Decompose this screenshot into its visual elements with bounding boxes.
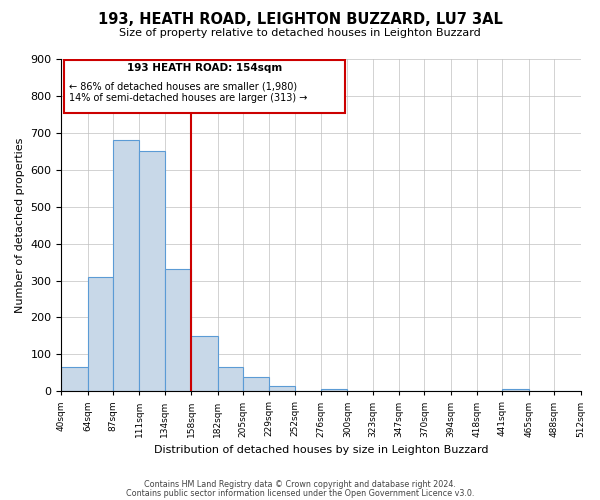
Bar [243, 377, 269, 392]
Bar [269, 386, 295, 392]
Text: Contains HM Land Registry data © Crown copyright and database right 2024.: Contains HM Land Registry data © Crown c… [144, 480, 456, 489]
FancyBboxPatch shape [64, 60, 345, 112]
Bar [502, 390, 529, 392]
X-axis label: Distribution of detached houses by size in Leighton Buzzard: Distribution of detached houses by size … [154, 445, 488, 455]
Text: 193, HEATH ROAD, LEIGHTON BUZZARD, LU7 3AL: 193, HEATH ROAD, LEIGHTON BUZZARD, LU7 3… [98, 12, 502, 28]
Bar [61, 368, 88, 392]
Text: Size of property relative to detached houses in Leighton Buzzard: Size of property relative to detached ho… [119, 28, 481, 38]
Text: 14% of semi-detached houses are larger (313) →: 14% of semi-detached houses are larger (… [69, 94, 307, 104]
Text: Contains public sector information licensed under the Open Government Licence v3: Contains public sector information licen… [126, 489, 474, 498]
Bar [165, 270, 191, 392]
Bar [139, 152, 165, 392]
Y-axis label: Number of detached properties: Number of detached properties [15, 138, 25, 313]
Bar [88, 277, 113, 392]
Bar [191, 336, 218, 392]
Bar [218, 368, 243, 392]
Text: ← 86% of detached houses are smaller (1,980): ← 86% of detached houses are smaller (1,… [69, 81, 297, 91]
Bar [113, 140, 139, 392]
Text: 193 HEATH ROAD: 154sqm: 193 HEATH ROAD: 154sqm [127, 64, 282, 74]
Bar [321, 390, 347, 392]
